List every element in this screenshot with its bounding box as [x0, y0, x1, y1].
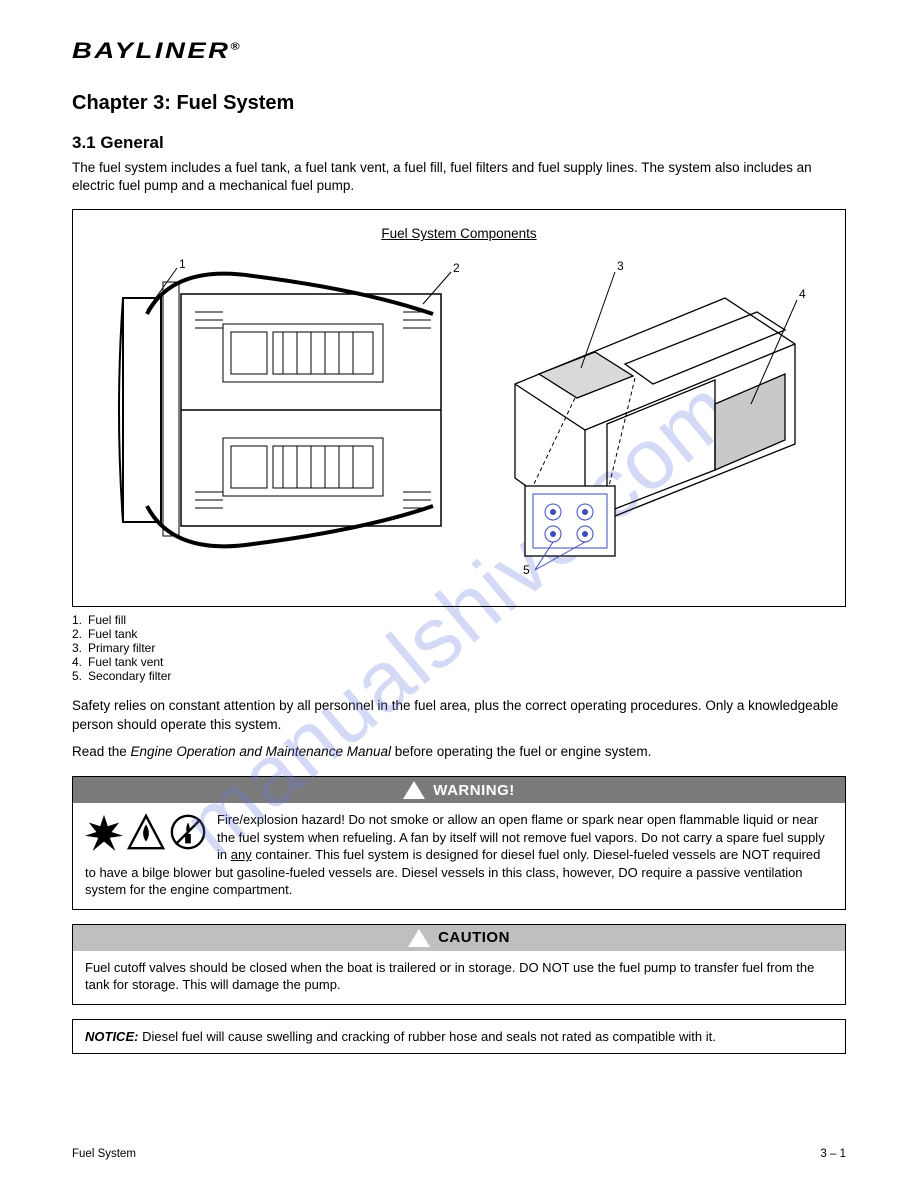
legend-num: 1.	[72, 613, 82, 627]
figure-container: Fuel System Components	[72, 209, 846, 607]
warning-box: WARNING! Fire/explosion hazard! Do not	[72, 776, 846, 910]
warning-icon-row	[85, 813, 207, 851]
legend-text: Fuel tank	[88, 627, 137, 641]
body-p2-c: before operating the fuel or engine syst…	[391, 744, 651, 759]
warning-body: Fire/explosion hazard! Do not smoke or a…	[73, 803, 845, 909]
legend-num: 2.	[72, 627, 82, 641]
legend-row: 5. Secondary filter	[72, 669, 846, 683]
page-footer: Fuel System 3 – 1	[72, 1148, 846, 1160]
section-title: 3.1 General	[72, 133, 846, 153]
notice-box: NOTICE: Diesel fuel will cause swelling …	[72, 1019, 846, 1055]
brand-registered-icon: ®	[231, 42, 240, 53]
brand-text: BAYLINER	[72, 38, 231, 63]
caution-label: CAUTION	[438, 929, 510, 946]
no-open-flame-icon	[169, 813, 207, 851]
legend-text: Primary filter	[88, 641, 155, 655]
footer-right: 3 – 1	[820, 1148, 846, 1160]
body-text-block: Safety relies on constant attention by a…	[72, 697, 846, 762]
legend-num: 5.	[72, 669, 82, 683]
engine-compartment-icon: 1 2	[103, 254, 463, 564]
body-paragraph-1: Safety relies on constant attention by a…	[72, 697, 846, 735]
caution-header: CAUTION	[73, 925, 845, 951]
legend-text: Secondary filter	[88, 669, 171, 683]
warning-header: WARNING!	[73, 777, 845, 803]
figure-left-diagram: 1 2	[103, 254, 463, 564]
intro-paragraph: The fuel system includes a fuel tank, a …	[72, 159, 846, 195]
warning-triangle-icon	[403, 781, 425, 799]
legend-row: 3. Primary filter	[72, 641, 846, 655]
page-root: BAYLINER® manualshive.com Chapter 3: Fue…	[0, 0, 918, 1188]
warning-text-c: container. This fuel system is designed …	[85, 847, 820, 897]
legend-num: 4.	[72, 655, 82, 669]
legend-text: Fuel tank vent	[88, 655, 163, 669]
hull-section-icon: 3 4	[475, 254, 815, 574]
body-p2-a: Read the	[72, 744, 131, 759]
notice-text: Diesel fuel will cause swelling and crac…	[138, 1029, 715, 1044]
legend-num: 3.	[72, 641, 82, 655]
callout-3: 3	[617, 259, 624, 273]
legend-row: 2. Fuel tank	[72, 627, 846, 641]
callout-1: 1	[179, 257, 186, 271]
caution-triangle-icon	[408, 929, 430, 947]
figure-legend: 1. Fuel fill 2. Fuel tank 3. Primary filter…	[72, 613, 846, 683]
caution-box: CAUTION Fuel cutoff valves should be clo…	[72, 924, 846, 1005]
legend-text: Fuel fill	[88, 613, 126, 627]
chapter-title: Chapter 3: Fuel System	[72, 92, 846, 115]
notice-label: NOTICE:	[85, 1029, 138, 1044]
warning-label: WARNING!	[433, 782, 515, 799]
body-paragraph-2: Read the Engine Operation and Maintenanc…	[72, 743, 846, 762]
caution-body: Fuel cutoff valves should be closed when…	[73, 951, 845, 1004]
warning-text-underline: any	[231, 847, 252, 862]
callout-2: 2	[453, 261, 460, 275]
legend-row: 1. Fuel fill	[72, 613, 846, 627]
figure-title: Fuel System Components	[73, 226, 845, 241]
callout-5: 5	[523, 563, 530, 574]
callout-4: 4	[799, 287, 806, 301]
legend-row: 4. Fuel tank vent	[72, 655, 846, 669]
explosion-icon	[85, 813, 123, 851]
body-p2-italic: Engine Operation and Maintenance Manual	[131, 744, 391, 759]
brand-logo: BAYLINER®	[72, 38, 918, 64]
flammable-icon	[127, 813, 165, 851]
figure-right-diagram: 3 4	[475, 254, 815, 574]
footer-left: Fuel System	[72, 1148, 136, 1160]
